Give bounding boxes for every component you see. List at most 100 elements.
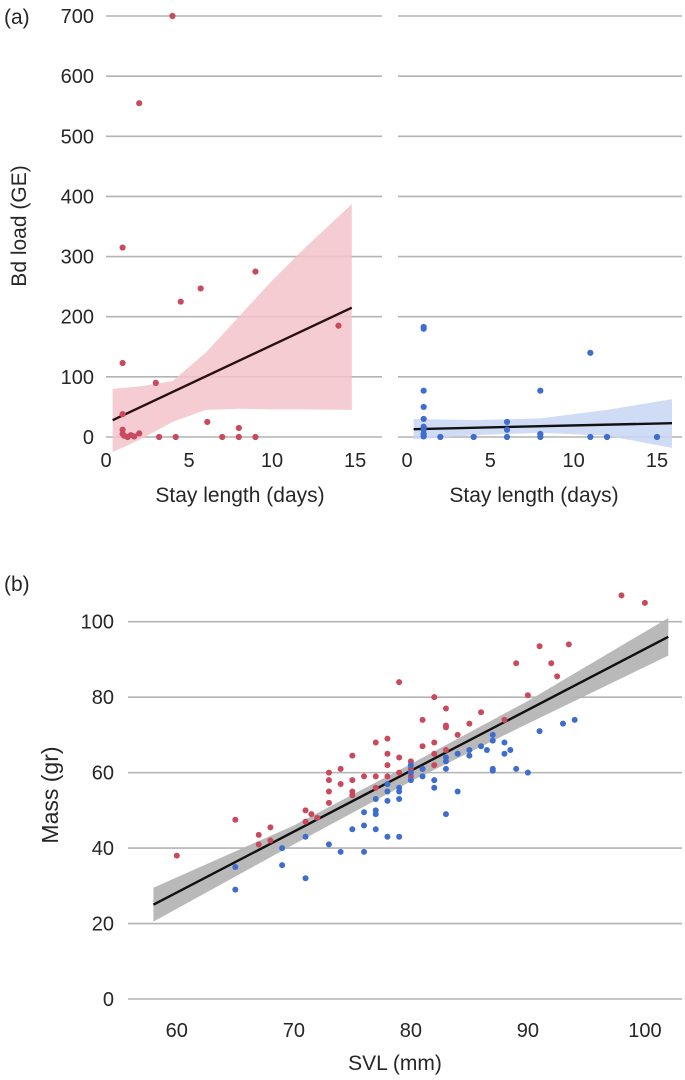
tick-labels: 0 100 200 300 400 500 600 700 0 5 10 15 [61, 6, 367, 472]
blue-data-point [653, 433, 661, 441]
blue-data-point [420, 433, 427, 440]
blue-data-point [384, 788, 391, 795]
confidence-band-area [112, 204, 352, 453]
blue-data-point [603, 433, 611, 441]
blue-data-point [513, 765, 520, 772]
blue-data-point [384, 780, 391, 787]
red-data-point [372, 773, 379, 780]
points [420, 323, 661, 441]
blue-data-point [587, 349, 594, 356]
fit-line [413, 421, 673, 431]
y-tick-label: 0 [83, 427, 94, 449]
red-data-point [119, 244, 126, 251]
blue-data-point [372, 811, 379, 818]
red-data-point [267, 837, 274, 844]
red-data-point [235, 433, 242, 441]
blue-data-point [420, 403, 427, 411]
x-tick-label: 5 [183, 450, 194, 472]
y-tick-label: 100 [81, 612, 114, 634]
x-tick-label: 0 [401, 450, 412, 472]
tick-labels: 0 20 40 60 80 100 60 70 80 90 100 [81, 612, 662, 1042]
red-data-point [152, 379, 159, 386]
blue-data-point [489, 767, 496, 774]
red-data-point [396, 679, 403, 686]
blue-data-point [302, 833, 309, 840]
red-data-point [501, 716, 508, 723]
red-data-point [302, 807, 309, 814]
red-data-point [136, 100, 143, 107]
blue-data-point [396, 788, 403, 795]
x-tick-label: 15 [344, 450, 366, 472]
regression-line [112, 306, 353, 422]
red-data-point [349, 777, 356, 784]
red-data-point [384, 735, 391, 742]
y-tick-label: 500 [61, 126, 94, 148]
red-data-point [548, 660, 555, 667]
red-data-point [431, 762, 438, 769]
blue-data-point [419, 765, 426, 772]
blue-data-point [454, 788, 461, 795]
blue-data-point [489, 737, 496, 744]
x-tick-label: 80 [400, 1020, 422, 1042]
x-tick-label: 70 [283, 1020, 305, 1042]
red-data-point [204, 418, 211, 426]
red-data-point [384, 762, 391, 769]
panel-b-label: (b) [4, 573, 30, 596]
panel-a-label: (a) [4, 6, 30, 29]
x-tick-label: 15 [646, 450, 668, 472]
red-data-point [119, 359, 126, 367]
red-data-point [337, 765, 344, 772]
red-data-point [513, 660, 520, 667]
blue-data-point [372, 796, 379, 803]
blue-data-point [302, 875, 309, 882]
red-data-point [232, 816, 239, 823]
confidence-band [112, 204, 352, 453]
blue-data-point [279, 845, 286, 852]
blue-data-point [466, 747, 473, 753]
red-data-point [524, 692, 531, 699]
x-tick-label: 100 [628, 1020, 661, 1042]
red-data-point [308, 811, 315, 818]
chart-a-left: 0 100 200 300 400 500 600 700 0 5 10 15 Stay length… [8, 6, 382, 507]
blue-data-point [489, 731, 496, 738]
fit-line [112, 306, 353, 422]
blue-data-point [503, 418, 511, 426]
x-tick-label: 60 [166, 1020, 188, 1042]
chart-a-right: 0 5 10 15 Stay length (days) [398, 15, 682, 507]
red-data-point [119, 411, 126, 418]
blue-data-point [431, 784, 438, 791]
points [119, 12, 342, 441]
red-data-point [252, 433, 259, 441]
red-data-point [372, 739, 379, 746]
red-data-point [396, 754, 403, 761]
blue-data-point [407, 769, 414, 776]
y-tick-label: 400 [61, 186, 94, 208]
red-data-point [314, 814, 321, 821]
blue-data-point [420, 415, 427, 423]
red-data-point [337, 780, 344, 787]
red-data-point [349, 752, 356, 759]
red-data-point [267, 824, 274, 831]
red-data-point [536, 643, 543, 650]
red-data-point [641, 599, 648, 606]
y-tick-label: 60 [92, 763, 114, 785]
x-axis-title: Stay length (days) [155, 484, 324, 507]
blue-data-point [470, 433, 477, 441]
red-data-point [554, 673, 561, 680]
red-data-point [372, 784, 379, 791]
red-data-point [384, 750, 391, 757]
red-data-point [618, 592, 625, 599]
y-tick-label: 700 [61, 6, 94, 28]
blue-data-point [536, 728, 543, 735]
blue-data-point [396, 796, 403, 803]
red-data-point [177, 298, 184, 305]
red-data-point [419, 716, 426, 723]
x-tick-label: 90 [517, 1020, 539, 1042]
red-data-point [431, 694, 438, 701]
blue-data-point [419, 773, 426, 780]
y-tick-label: 300 [61, 247, 94, 269]
red-data-point [197, 285, 204, 292]
blue-data-point [524, 769, 531, 776]
x-tick-label: 10 [261, 450, 283, 472]
